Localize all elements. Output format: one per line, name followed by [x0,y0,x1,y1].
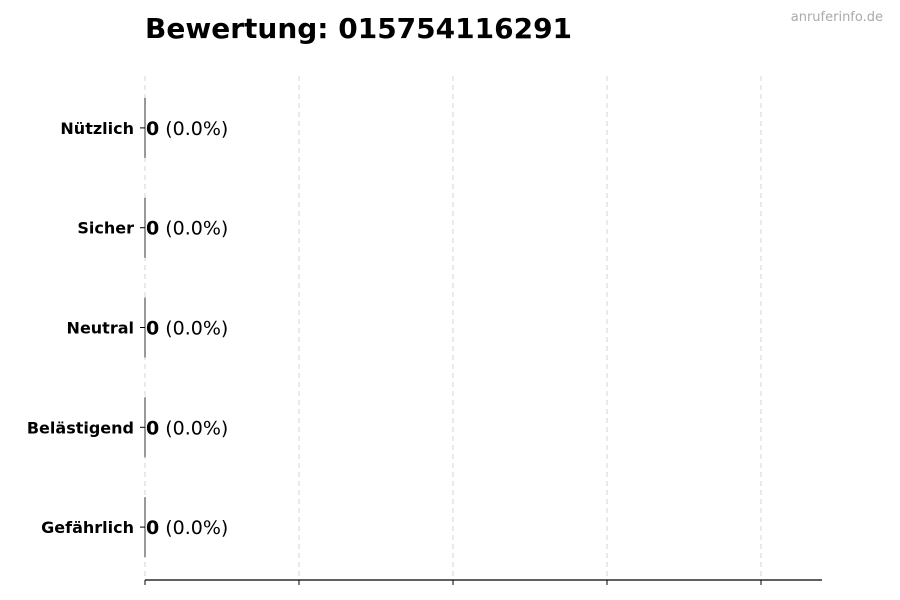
data-label: 0 (0.0%) [146,118,228,140]
category-label: Nützlich [60,119,134,138]
data-label-percent: (0.0%) [165,118,228,140]
category-label: Sicher [77,219,134,238]
data-label-percent: (0.0%) [165,517,228,539]
bars [140,97,146,558]
category-label: Gefährlich [41,518,134,537]
grid-lines [144,76,762,580]
data-label: 0 (0.0%) [146,218,228,240]
data-label-percent: (0.0%) [165,417,228,439]
data-label-count: 0 [146,218,159,240]
data-label: 0 (0.0%) [146,318,228,340]
data-label-percent: (0.0%) [165,218,228,240]
watermark: anruferinfo.de [790,10,883,25]
labels: Nützlich 0 (0.0%) Sicher 0 (0.0%) Neutral 0 (0.0… [27,118,228,539]
data-label-count: 0 [146,517,159,539]
data-label-percent: (0.0%) [165,318,228,340]
chart-title: Bewertung: 015754116291 [145,12,573,45]
x-ticks [144,580,762,585]
data-label: 0 (0.0%) [146,517,228,539]
category-label: Neutral [67,319,134,338]
data-label: 0 (0.0%) [146,417,228,439]
category-label: Belästigend [27,418,134,437]
data-label-count: 0 [146,417,159,439]
data-label-count: 0 [146,118,159,140]
data-label-count: 0 [146,318,159,340]
